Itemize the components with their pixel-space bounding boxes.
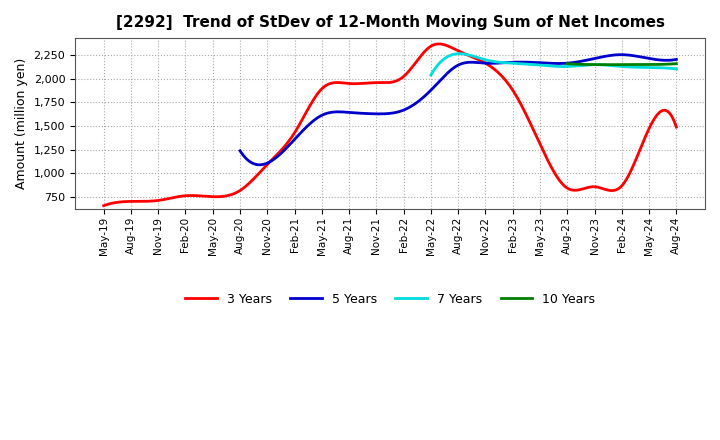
Title: [2292]  Trend of StDev of 12-Month Moving Sum of Net Incomes: [2292] Trend of StDev of 12-Month Moving…: [115, 15, 665, 30]
5 Years: [605, 53, 613, 58]
Line: 3 Years: 3 Years: [104, 44, 676, 205]
3 Years: [672, 125, 680, 130]
5 Years: [237, 150, 246, 156]
10 Years: [563, 61, 572, 66]
3 Years: [442, 43, 451, 48]
5 Years: [255, 162, 264, 168]
7 Years: [650, 65, 659, 70]
Y-axis label: Amount (million yen): Amount (million yen): [15, 58, 28, 189]
3 Years: [102, 202, 110, 208]
3 Years: [451, 47, 460, 52]
5 Years: [634, 54, 643, 59]
5 Years: [616, 52, 625, 57]
5 Years: [235, 148, 244, 154]
10 Years: [628, 62, 636, 67]
7 Years: [672, 66, 680, 72]
3 Years: [441, 42, 449, 48]
10 Years: [629, 62, 637, 67]
10 Years: [630, 62, 639, 67]
7 Years: [572, 63, 581, 69]
7 Years: [634, 65, 643, 70]
7 Years: [574, 63, 582, 69]
10 Years: [662, 62, 671, 67]
5 Years: [672, 57, 680, 62]
Line: 10 Years: 10 Years: [567, 64, 676, 65]
5 Years: [497, 60, 505, 66]
10 Years: [672, 61, 680, 66]
Line: 7 Years: 7 Years: [431, 54, 676, 75]
10 Years: [600, 62, 608, 67]
3 Years: [99, 203, 108, 208]
10 Years: [563, 61, 572, 66]
7 Years: [428, 71, 436, 76]
5 Years: [504, 60, 513, 65]
5 Years: [495, 60, 504, 66]
7 Years: [427, 73, 436, 78]
10 Years: [655, 62, 664, 67]
Legend: 3 Years, 5 Years, 7 Years, 10 Years: 3 Years, 5 Years, 7 Years, 10 Years: [180, 288, 600, 311]
7 Years: [455, 51, 464, 56]
3 Years: [621, 180, 629, 185]
7 Years: [577, 63, 586, 68]
3 Years: [584, 185, 593, 190]
Line: 5 Years: 5 Years: [240, 55, 676, 165]
3 Years: [435, 41, 444, 47]
